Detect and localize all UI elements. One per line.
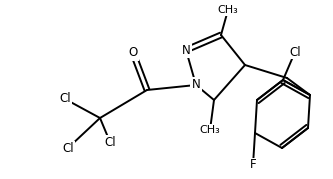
Text: Cl: Cl	[289, 45, 301, 59]
Text: N: N	[181, 43, 190, 57]
Text: F: F	[250, 158, 256, 171]
Text: O: O	[129, 47, 138, 59]
Text: N: N	[191, 79, 200, 91]
Text: CH₃: CH₃	[218, 5, 238, 15]
Text: Cl: Cl	[62, 142, 74, 154]
Text: CH₃: CH₃	[199, 125, 220, 135]
Text: Cl: Cl	[104, 136, 116, 149]
Text: Cl: Cl	[59, 93, 71, 105]
